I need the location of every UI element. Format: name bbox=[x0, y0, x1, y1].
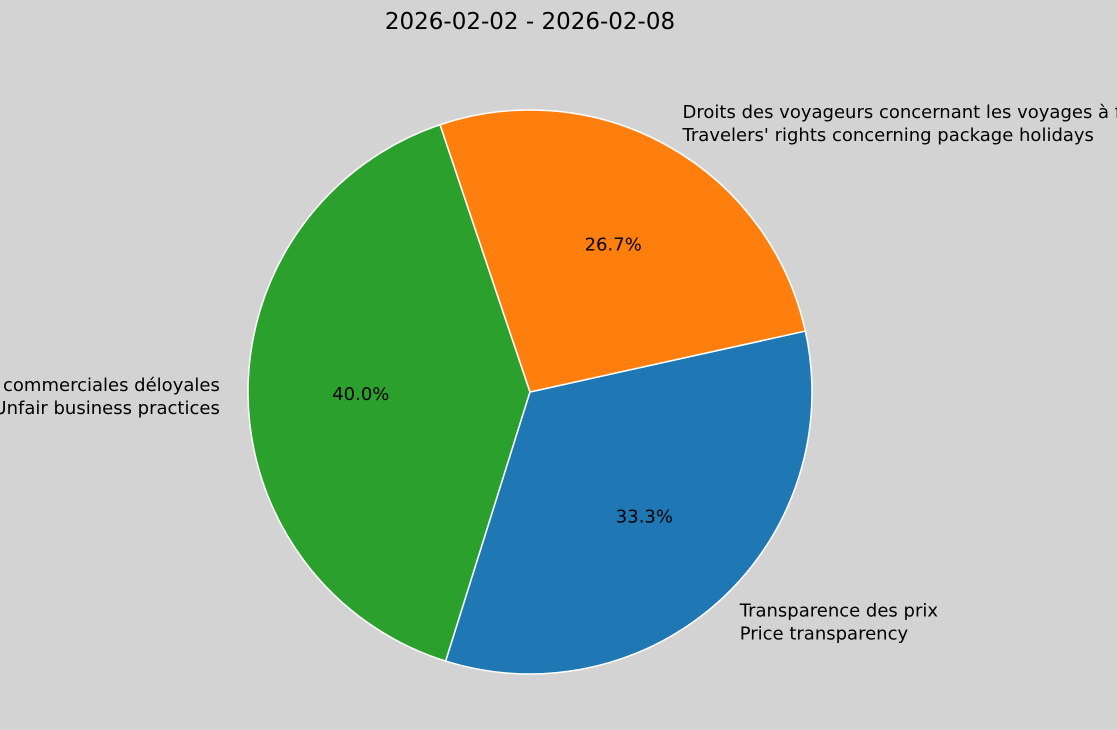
pie-wedges bbox=[247, 109, 813, 675]
pie-labels: 40.0% Pratiques commerciales déloyalesUnf… bbox=[0, 102, 1117, 645]
slice-percent-label: 33.3% bbox=[616, 507, 673, 528]
slice-percent-label: 40.0% bbox=[332, 384, 389, 405]
pie-slice bbox=[439, 109, 807, 393]
pie-slice bbox=[247, 123, 531, 662]
pie-slice bbox=[444, 330, 813, 675]
slice-category-label: Transparence des prix Price transparency bbox=[739, 601, 939, 645]
slice-category-label: Droits des voyageurs concernant les voya… bbox=[682, 102, 1117, 146]
slice-percent-label: 26.7% bbox=[585, 235, 642, 256]
chart-title: 2026-02-02 - 2026-02-08 bbox=[385, 9, 675, 35]
